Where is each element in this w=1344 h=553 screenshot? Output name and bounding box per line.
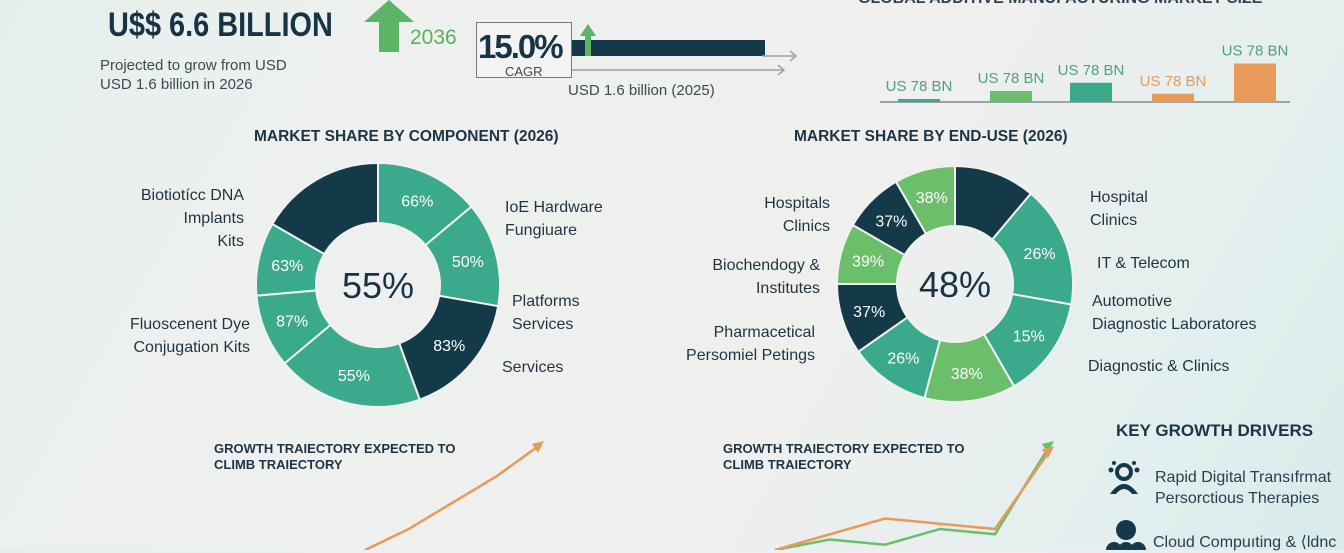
callout-label: Platforms Services (512, 293, 580, 333)
bar-chart-title: GLOBAL ADDITIVE MANUFACTURING MARKET SIZ… (858, 0, 1262, 8)
callout-label: Automotive Diagnostic Laboratores (1092, 293, 1257, 333)
growth-title: GROWTH TRAIECTORY EXPECTED TO CLIMB TRAI… (214, 441, 456, 472)
callout-label: Fluoscenent Dye Conjugation Kits (129, 316, 250, 356)
slice-label: 66% (401, 194, 433, 211)
arrowhead-icon (1042, 441, 1054, 453)
component-chart-title: MARKET SHARE BY COMPONENT (2026) (254, 128, 559, 145)
end-use-donut-chart: 26% 15% 38% 26% 37% 39% 37% 38% 48% (835, 164, 1074, 403)
bar-data-label: US 78 BN (1140, 73, 1207, 90)
growth-title: GROWTH TRAIECTORY EXPECTED TO CLIMB TRAI… (723, 441, 965, 472)
end-use-chart-title: MARKET SHARE BY END-USE (2026) (794, 128, 1068, 145)
slice-label: 15% (1013, 329, 1045, 346)
bar-data-label: US 78 BN (1058, 62, 1125, 79)
target-year: 2036 (410, 26, 457, 49)
bar (1152, 93, 1194, 102)
arrowhead-icon (532, 441, 544, 453)
bar-data-label: US 78 BN (978, 70, 1045, 87)
cagr-label: CAGR (505, 64, 543, 79)
slice-label: 38% (916, 190, 948, 207)
slice-label: 38% (951, 366, 983, 383)
bar (1234, 63, 1276, 102)
slice-label: 50% (452, 254, 484, 271)
driver-item: Cloud Compuıting & ⟨ldnc (1153, 534, 1337, 551)
subtitle-line: USD 1.6 billion in 2026 (100, 76, 253, 93)
bar (1070, 82, 1112, 102)
callout-label: Pharmacetical Persomiel Petings (686, 324, 815, 364)
slice-label: 26% (887, 351, 919, 368)
slice-label: 55% (338, 368, 370, 385)
growth-line (774, 449, 1052, 550)
growth-arrows-icon (572, 24, 798, 76)
slice-label: 87% (276, 314, 308, 331)
slice-label: 37% (853, 304, 885, 321)
people-icon (1106, 520, 1146, 550)
callout-label: IoE Hardware Fungiuare (505, 199, 603, 239)
cagr-value: 15.0% (478, 28, 564, 65)
callout-label: IT & Telecom (1097, 255, 1190, 272)
callout-label: Biochendogy & Institutes (712, 257, 820, 297)
callout-label: Hospitals Clinics (764, 195, 830, 235)
donut-center-value: 48% (919, 264, 991, 305)
bar (990, 91, 1032, 102)
growth-line-chart (774, 441, 1054, 550)
growth-line-chart (364, 441, 544, 550)
driver-item: Rapid Digital Transıfrmat Persorctious T… (1155, 469, 1332, 507)
headline-value: U$$ 6.6 BILLION (108, 6, 333, 44)
cagr-box (476, 22, 572, 78)
donut-slice (894, 164, 956, 236)
donut-slice (270, 161, 379, 256)
slice-label: 37% (875, 213, 907, 230)
callout-label: Services (502, 359, 564, 376)
team-gear-icon (1108, 461, 1140, 494)
bar (898, 99, 940, 102)
donut-center-value: 55% (342, 265, 414, 306)
subtitle-line: Projected to grow from USD (100, 57, 287, 74)
callout-label: Biotiotícc DNA Implants Kits (140, 187, 244, 250)
component-donut-chart: 66% 50% 83% 55% 87% 63% 55% (255, 161, 501, 408)
drivers-title: KEY GROWTH DRIVERS (1116, 421, 1314, 440)
donut-slice (283, 323, 422, 408)
subtitle: Projected to grow from USD USD 1.6 billio… (100, 56, 287, 94)
growth-bar (572, 40, 765, 56)
bar-data-label: US 78 BN (886, 78, 953, 95)
arrowhead-icon (1042, 446, 1054, 459)
base-value: USD 1.6 billion (2025) (568, 82, 715, 99)
growth-line (774, 444, 1052, 550)
up-arrow-icon (364, 0, 414, 52)
callout-label: Diagnostic & Clinics (1088, 358, 1230, 375)
market-size-bar-chart: US 78 BN US 78 BN US 78 BN US 78 BN US 78 BN (880, 43, 1290, 103)
slice-label: 39% (852, 254, 884, 271)
callout-label: Hospital Clinics (1090, 189, 1148, 229)
slice-label: 26% (1024, 246, 1056, 263)
growth-line (364, 443, 541, 550)
slice-label: 83% (433, 338, 465, 355)
bar-data-label: US 78 BN (1222, 43, 1289, 60)
slice-label: 63% (271, 258, 303, 275)
